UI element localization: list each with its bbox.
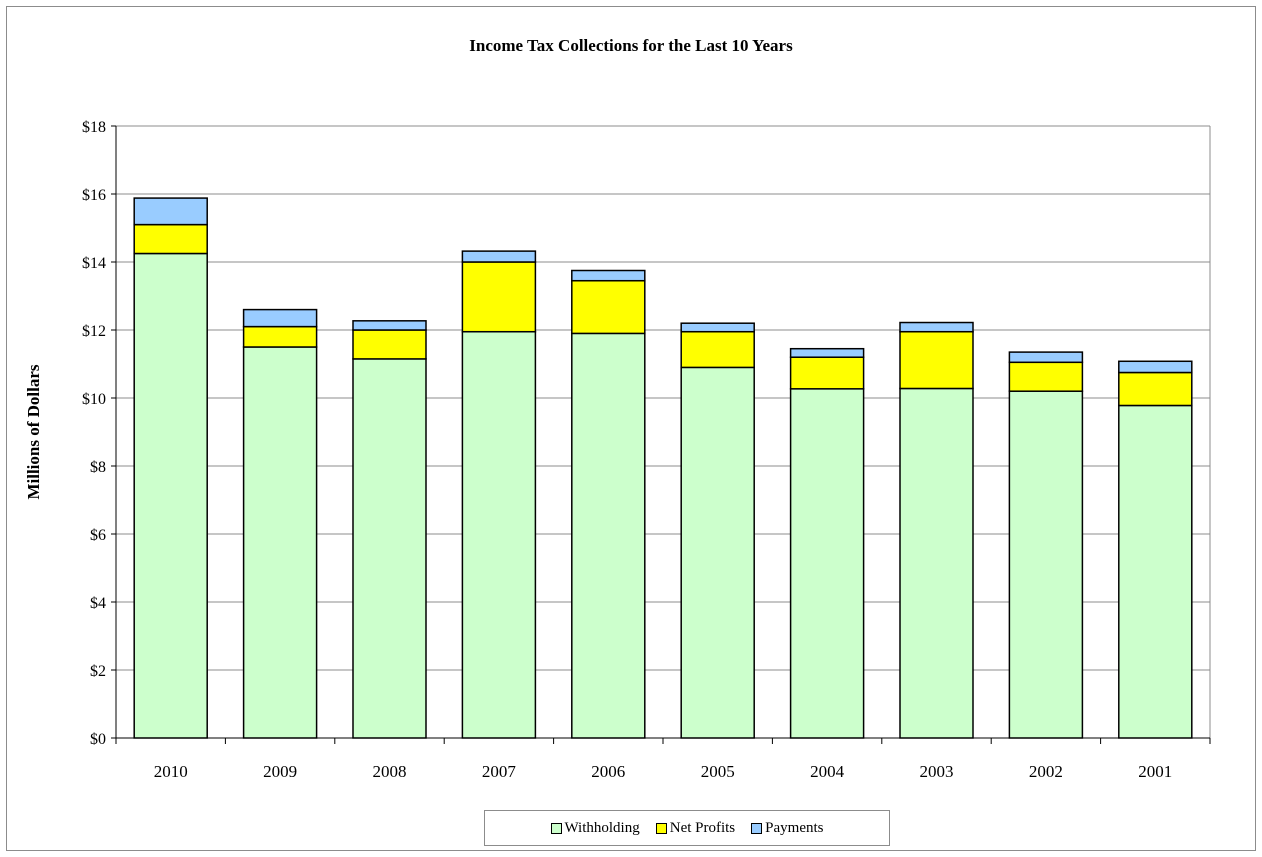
legend-item-payments: Payments: [751, 819, 824, 837]
legend-item-net-profits: Net Profits: [655, 819, 736, 837]
legend-item-withholding: Withholding: [550, 819, 640, 837]
legend-label-net-profits: Net Profits: [669, 819, 736, 836]
bar-payments-2001: [1118, 360, 1193, 374]
bar-net-profits-2008: [352, 329, 427, 360]
bar-net-profits-2004: [789, 356, 865, 390]
legend-swatch-withholding: [550, 822, 562, 834]
bar-payments-2002: [1008, 351, 1084, 364]
legend-swatch-net-profits: [655, 822, 667, 834]
legend-swatch-payments: [751, 822, 763, 834]
y-tick-label: $8: [90, 459, 106, 476]
bar-withholding-2010: [133, 252, 208, 739]
chart-title: Income Tax Collections for the Last 10 Y…: [469, 36, 793, 55]
y-tick-label: $6: [90, 527, 106, 544]
bar-payments-2010: [133, 197, 208, 226]
bar-payments-2008: [352, 320, 427, 331]
bar-withholding-2004: [789, 388, 865, 739]
x-tick-label: 2003: [920, 762, 954, 781]
x-tick-label: 2001: [1138, 762, 1172, 781]
y-tick-label: $2: [90, 663, 106, 680]
y-tick-label: $14: [82, 255, 106, 272]
y-tick-label: $12: [82, 323, 106, 340]
legend: Withholding Net Profits Payments: [484, 810, 890, 846]
legend-label-withholding: Withholding: [564, 819, 640, 836]
x-tick-label: 2007: [482, 762, 517, 781]
bar-payments-2005: [680, 322, 755, 333]
bar-net-profits-2002: [1008, 361, 1084, 392]
bar-net-profits-2010: [133, 223, 208, 255]
x-tick-label: 2005: [701, 762, 735, 781]
bar-payments-2004: [789, 347, 865, 358]
bar-net-profits-2007: [461, 261, 537, 333]
bar-withholding-2006: [571, 332, 646, 739]
x-tick-label: 2004: [810, 762, 845, 781]
bar-net-profits-2001: [1118, 371, 1193, 407]
y-tick-label: $4: [90, 595, 106, 612]
bar-payments-2003: [899, 321, 974, 333]
y-tick-label: $18: [82, 119, 106, 136]
y-tick-label: $16: [82, 187, 106, 204]
bar-withholding-2009: [242, 346, 318, 739]
bar-net-profits-2006: [571, 279, 646, 335]
bar-withholding-2005: [680, 366, 755, 739]
y-tick-label: $0: [90, 731, 106, 748]
x-tick-label: 2002: [1029, 762, 1063, 781]
legend-label-payments: Payments: [765, 819, 824, 836]
bar-payments-2009: [242, 308, 318, 328]
x-tick-label: 2009: [263, 762, 297, 781]
bar-withholding-2001: [1118, 404, 1193, 739]
bar-payments-2007: [461, 250, 537, 263]
x-tick-label: 2006: [591, 762, 625, 781]
bar-withholding-2003: [899, 387, 974, 739]
bar-net-profits-2005: [680, 330, 755, 369]
y-tick-label: $10: [82, 391, 106, 408]
bar-payments-2006: [571, 269, 646, 282]
bar-net-profits-2003: [899, 330, 974, 390]
x-tick-label: 2010: [154, 762, 188, 781]
bar-withholding-2007: [461, 330, 537, 739]
x-tick-label: 2008: [373, 762, 407, 781]
bar-withholding-2002: [1008, 390, 1084, 739]
bar-net-profits-2009: [242, 325, 318, 348]
bar-withholding-2008: [352, 358, 427, 739]
